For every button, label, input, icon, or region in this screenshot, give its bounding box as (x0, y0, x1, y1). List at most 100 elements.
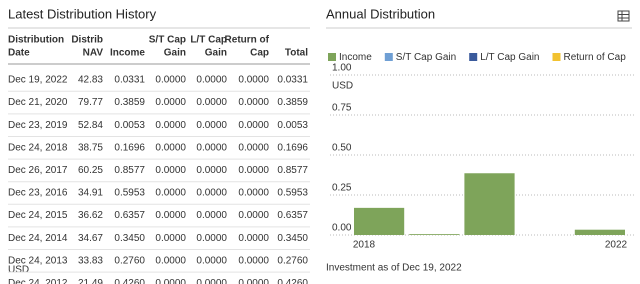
table-cell: 0.0000 (196, 165, 227, 176)
table-cell: 33.83 (78, 255, 103, 266)
table-cell: 0.0000 (155, 210, 186, 221)
table-cell: Dec 24, 2015 (8, 210, 68, 221)
bar (464, 173, 515, 235)
table-cell: Dec 19, 2022 (8, 75, 68, 86)
column-header: Cap (250, 48, 269, 59)
table-cell: 0.0000 (196, 233, 227, 244)
table-cell: 79.77 (78, 97, 103, 108)
column-header: S/T Cap (149, 35, 186, 46)
column-header: Gain (205, 48, 227, 59)
table-cell: 0.3450 (277, 233, 308, 244)
column-header: Distribution (8, 35, 64, 46)
legend-label: S/T Cap Gain (396, 52, 456, 63)
table-cell: 0.0000 (238, 188, 269, 199)
x-tick-label: 2022 (605, 240, 628, 251)
table-cell: 0.0000 (155, 120, 186, 131)
table-cell: Dec 23, 2019 (8, 120, 68, 131)
table-cell: 0.0000 (238, 97, 269, 108)
column-header: Income (110, 48, 145, 59)
table-cell: 0.8577 (277, 165, 308, 176)
table-cell: 34.91 (78, 188, 103, 199)
table-cell: Dec 24, 2018 (8, 142, 68, 153)
y-tick-label: 0.75 (332, 103, 352, 114)
x-tick-label: 2018 (353, 240, 376, 251)
table-cell: 60.25 (78, 165, 103, 176)
y-unit: USD (332, 81, 353, 92)
y-tick-label: 0.25 (332, 183, 352, 194)
legend-label: Return of Cap (564, 52, 627, 63)
table-cell: 0.0000 (155, 165, 186, 176)
table-cell: 0.2760 (114, 255, 145, 266)
chart-note: Investment as of Dec 19, 2022 (326, 263, 462, 274)
table-cell: 0.0000 (155, 97, 186, 108)
legend-swatch (469, 53, 478, 61)
table-cell: 38.75 (78, 142, 103, 153)
bar (354, 207, 405, 235)
table-cell: 52.84 (78, 120, 103, 131)
table-cell: 0.0000 (196, 210, 227, 221)
table-cell: 0.6357 (277, 210, 308, 221)
table-cell: 42.83 (78, 75, 103, 86)
bar (409, 234, 460, 235)
legend-swatch (328, 53, 336, 61)
table-cell: 21.49 (78, 278, 103, 284)
table-cell: 0.3450 (114, 233, 145, 244)
table-cell: 0.0000 (196, 142, 227, 153)
table-cell: Dec 24, 2014 (8, 233, 68, 244)
table-cell: 0.0000 (238, 75, 269, 86)
table-cell: 0.4260 (277, 278, 308, 284)
table-icon[interactable] (617, 10, 630, 22)
table-cell: 0.0331 (114, 75, 145, 86)
table-cell: 0.0053 (114, 120, 145, 131)
table-cell: 0.4260 (114, 278, 145, 284)
table-cell: 0.0000 (196, 120, 227, 131)
table-cell: 0.0000 (238, 120, 269, 131)
table-title: Latest Distribution History (8, 6, 157, 21)
table-cell: 0.6357 (114, 210, 145, 221)
table-cell: 0.1696 (277, 142, 308, 153)
table-cell: 0.0000 (155, 142, 186, 153)
legend-label: Income (339, 52, 372, 63)
column-header: Distrib (71, 35, 103, 46)
table-cell: 0.0053 (277, 120, 308, 131)
table-cell: 34.67 (78, 233, 103, 244)
table-cell: 0.3859 (277, 97, 308, 108)
table-cell: 0.0000 (238, 210, 269, 221)
table-cell: 0.0000 (196, 188, 227, 199)
table-cell: 0.8577 (114, 165, 145, 176)
table-cell: 0.0000 (155, 188, 186, 199)
table-cell: 0.3859 (114, 97, 145, 108)
table-cell: 0.0000 (155, 233, 186, 244)
table-cell: 0.0000 (196, 278, 227, 284)
chart-title: Annual Distribution (326, 6, 435, 21)
table-footer: USD (8, 265, 29, 276)
table-cell: 0.0000 (155, 255, 186, 266)
column-header: L/T Cap (190, 35, 227, 46)
table-cell: Dec 24, 2013 (8, 255, 68, 266)
column-header: Date (8, 48, 30, 59)
y-tick-label: 1.00 (332, 63, 352, 74)
column-header: Gain (164, 48, 186, 59)
table-cell: 0.1696 (114, 142, 145, 153)
table-cell: 0.0000 (238, 233, 269, 244)
y-tick-label: 0.50 (332, 143, 352, 154)
table-cell: 0.5953 (114, 188, 145, 199)
table-cell: Dec 26, 2017 (8, 165, 68, 176)
table-cell: 0.0000 (196, 97, 227, 108)
column-header: NAV (83, 48, 104, 59)
legend-swatch (552, 53, 561, 61)
table-cell: 0.0331 (277, 75, 308, 86)
table-cell: Dec 23, 2016 (8, 188, 68, 199)
table-cell: 0.0000 (155, 278, 186, 284)
table-cell: 0.5953 (277, 188, 308, 199)
bar (574, 229, 625, 235)
table-cell: 0.0000 (238, 278, 269, 284)
table-cell: Dec 21, 2020 (8, 97, 68, 108)
column-header: Total (285, 48, 308, 59)
column-header: Return of (225, 35, 270, 46)
y-tick-label: 0.00 (332, 223, 352, 234)
table-cell: 0.0000 (196, 75, 227, 86)
table-cell: 36.62 (78, 210, 103, 221)
